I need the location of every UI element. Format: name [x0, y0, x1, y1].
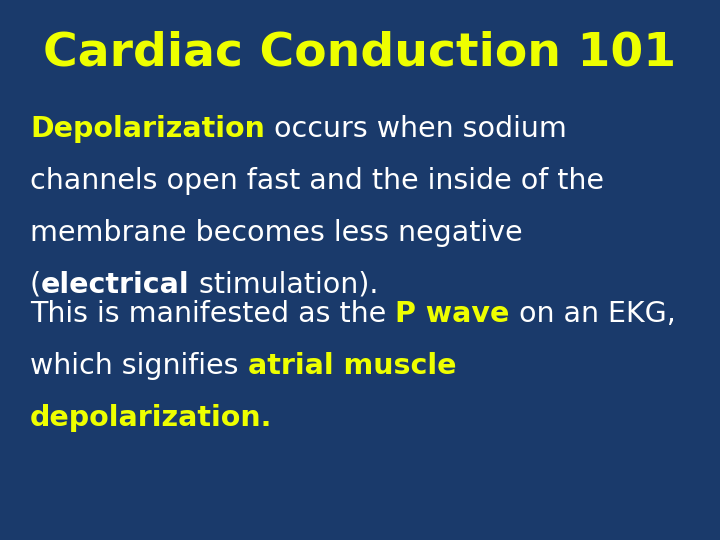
Text: Cardiac Conduction 101: Cardiac Conduction 101 — [43, 30, 677, 75]
Text: occurs when sodium: occurs when sodium — [265, 115, 567, 143]
Text: (: ( — [30, 271, 41, 299]
Text: stimulation).: stimulation). — [190, 271, 378, 299]
Text: This is manifested as the: This is manifested as the — [30, 300, 395, 328]
Text: channels open fast and the inside of the: channels open fast and the inside of the — [30, 167, 604, 195]
Text: Depolarization: Depolarization — [30, 115, 265, 143]
Text: on an EKG,: on an EKG, — [510, 300, 675, 328]
Text: membrane becomes less negative: membrane becomes less negative — [30, 219, 523, 247]
Text: atrial muscle: atrial muscle — [248, 352, 456, 380]
Text: electrical: electrical — [41, 271, 190, 299]
Text: which signifies: which signifies — [30, 352, 248, 380]
Text: P wave: P wave — [395, 300, 510, 328]
Text: depolarization.: depolarization. — [30, 404, 272, 432]
